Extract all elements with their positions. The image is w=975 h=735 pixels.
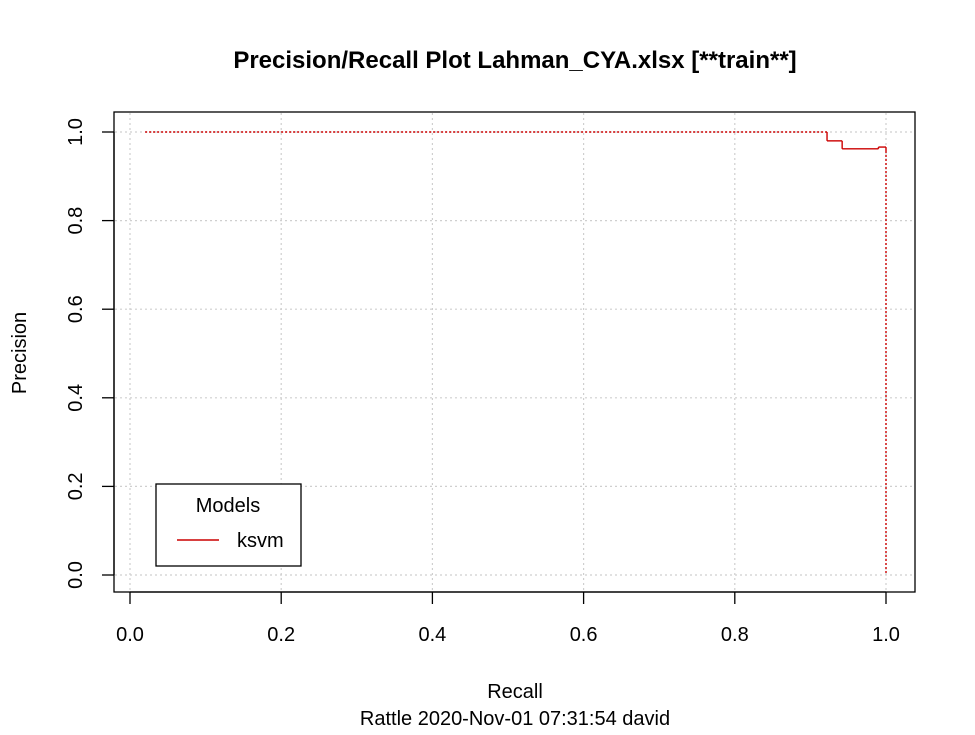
series-layer <box>145 131 887 576</box>
x-axis-label: Recall <box>487 681 543 703</box>
legend-title: Models <box>196 495 260 517</box>
x-tick-label-4: 0.8 <box>721 624 749 646</box>
x-tick-label-1: 0.2 <box>267 624 295 646</box>
legend-entry-ksvm: ksvm <box>237 530 284 552</box>
y-axis-label: Precision <box>9 312 31 394</box>
x-tick-label-0: 0.0 <box>116 624 144 646</box>
legend: Models ksvm <box>155 483 302 567</box>
y-tick-label-5: 1.0 <box>65 118 87 146</box>
y-tick-label-4: 0.8 <box>65 207 87 235</box>
y-tick-label-1: 0.2 <box>65 472 87 500</box>
chart-subtitle: Rattle 2020-Nov-01 07:31:54 david <box>360 708 670 730</box>
x-tick-label-5: 1.0 <box>872 624 900 646</box>
axes: 0.0 0.2 0.4 0.6 0.8 1.0 0.0 0.2 0.4 0.6 0.8 1.0 <box>65 118 900 646</box>
y-tick-label-0: 0.0 <box>65 561 87 589</box>
grid-lines <box>115 113 914 591</box>
legend-box <box>155 483 302 567</box>
chart-title: Precision/Recall Plot Lahman_CYA.xlsx [*… <box>233 47 796 74</box>
x-tick-label-3: 0.6 <box>570 624 598 646</box>
x-tick-label-2: 0.4 <box>418 624 446 646</box>
y-tick-label-3: 0.6 <box>65 295 87 323</box>
series-ksvm <box>145 131 887 576</box>
y-tick-label-2: 0.4 <box>65 384 87 412</box>
